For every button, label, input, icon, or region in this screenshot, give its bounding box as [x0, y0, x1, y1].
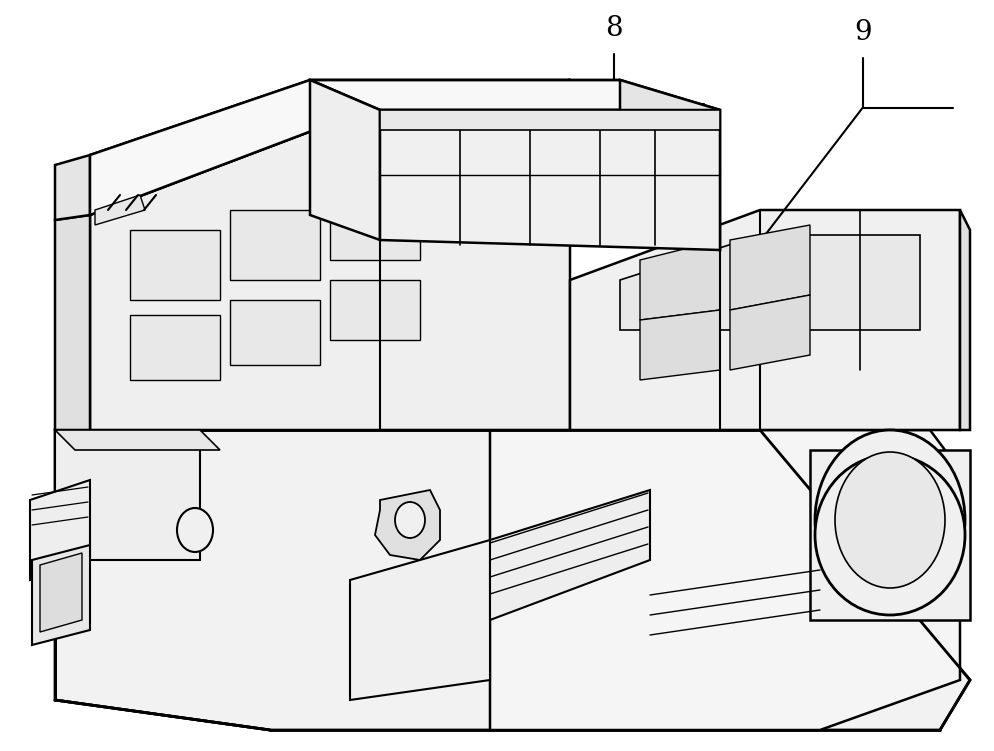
- Polygon shape: [730, 295, 810, 370]
- Polygon shape: [55, 155, 90, 220]
- Ellipse shape: [815, 430, 965, 610]
- Polygon shape: [380, 110, 720, 130]
- Polygon shape: [32, 545, 90, 645]
- Ellipse shape: [835, 452, 945, 588]
- Polygon shape: [640, 310, 720, 380]
- Polygon shape: [490, 490, 650, 620]
- Polygon shape: [55, 430, 200, 560]
- Polygon shape: [30, 480, 90, 580]
- Polygon shape: [310, 80, 720, 110]
- Text: 9: 9: [854, 19, 872, 46]
- Polygon shape: [90, 80, 380, 215]
- Polygon shape: [620, 80, 720, 250]
- Ellipse shape: [395, 502, 425, 538]
- Polygon shape: [330, 195, 420, 260]
- Polygon shape: [130, 230, 220, 300]
- Polygon shape: [95, 195, 145, 225]
- Polygon shape: [310, 80, 380, 240]
- Polygon shape: [130, 315, 220, 380]
- Polygon shape: [55, 430, 970, 730]
- Polygon shape: [570, 210, 960, 430]
- Text: 8: 8: [605, 15, 623, 42]
- Polygon shape: [310, 80, 620, 105]
- Ellipse shape: [815, 455, 965, 615]
- Polygon shape: [350, 540, 490, 700]
- Polygon shape: [230, 210, 320, 280]
- Polygon shape: [230, 300, 320, 365]
- Polygon shape: [620, 235, 920, 330]
- Polygon shape: [90, 80, 380, 215]
- Polygon shape: [640, 240, 720, 320]
- Polygon shape: [730, 225, 810, 310]
- Polygon shape: [380, 110, 720, 250]
- Polygon shape: [810, 450, 970, 620]
- Ellipse shape: [177, 508, 213, 552]
- Polygon shape: [90, 105, 570, 430]
- Polygon shape: [40, 553, 82, 632]
- Polygon shape: [330, 280, 420, 340]
- Polygon shape: [490, 430, 960, 730]
- Polygon shape: [55, 215, 90, 430]
- Polygon shape: [375, 490, 440, 560]
- Polygon shape: [55, 430, 220, 450]
- Polygon shape: [960, 210, 970, 430]
- Polygon shape: [570, 80, 620, 140]
